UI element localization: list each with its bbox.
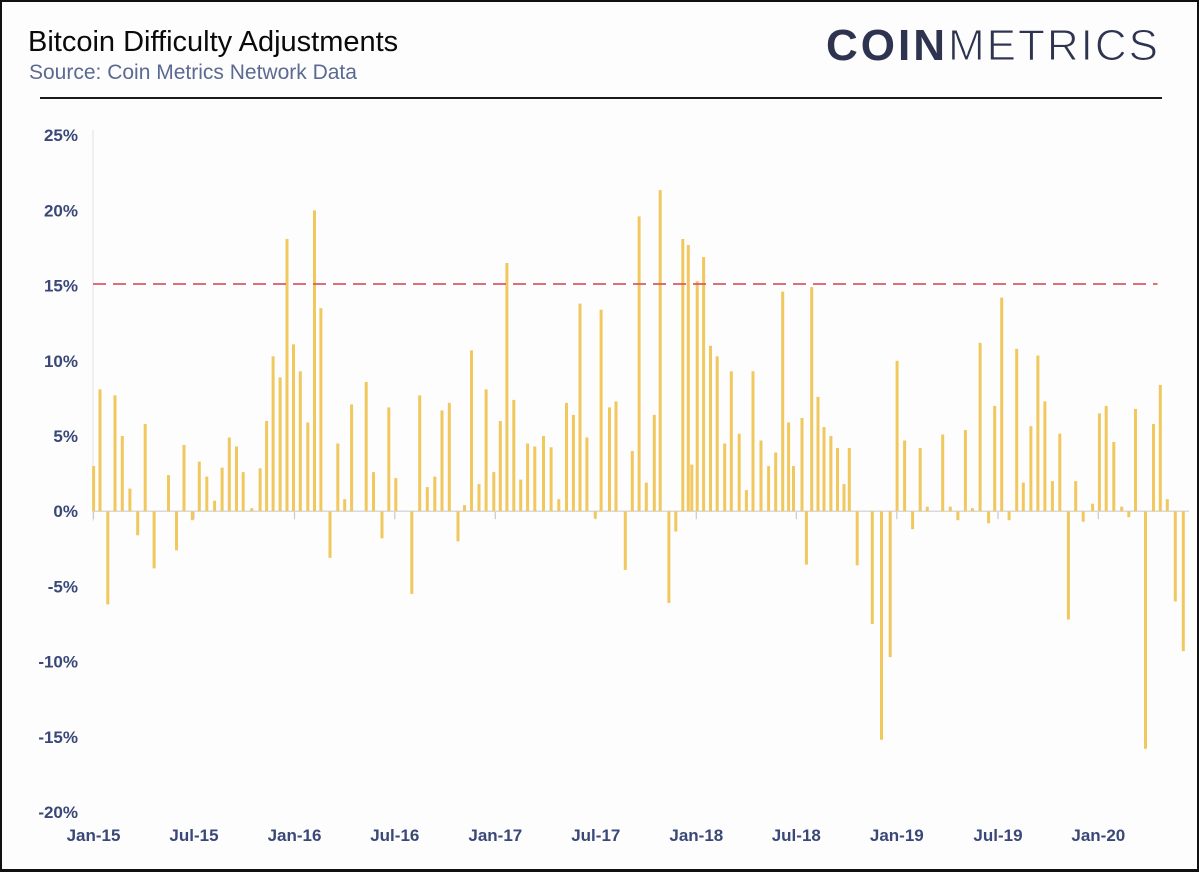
svg-text:5%: 5% xyxy=(53,427,78,446)
svg-text:-5%: -5% xyxy=(48,577,78,596)
svg-text:10%: 10% xyxy=(44,352,78,371)
svg-text:Jul-16: Jul-16 xyxy=(370,826,419,845)
svg-text:Jan-16: Jan-16 xyxy=(268,826,322,845)
svg-text:-10%: -10% xyxy=(38,653,78,672)
svg-text:25%: 25% xyxy=(44,126,78,145)
svg-text:15%: 15% xyxy=(44,277,78,296)
svg-text:Jan-19: Jan-19 xyxy=(870,826,924,845)
svg-text:Jul-17: Jul-17 xyxy=(571,826,620,845)
svg-text:Jan-20: Jan-20 xyxy=(1071,826,1125,845)
svg-text:Jan-17: Jan-17 xyxy=(468,826,522,845)
svg-text:-20%: -20% xyxy=(38,803,78,822)
svg-text:-15%: -15% xyxy=(38,728,78,747)
svg-text:Jul-18: Jul-18 xyxy=(772,826,821,845)
svg-text:Jul-19: Jul-19 xyxy=(973,826,1022,845)
svg-text:Jan-18: Jan-18 xyxy=(669,826,723,845)
svg-text:Jan-15: Jan-15 xyxy=(67,826,121,845)
svg-text:Jul-15: Jul-15 xyxy=(169,826,218,845)
svg-text:0%: 0% xyxy=(53,502,78,521)
svg-text:20%: 20% xyxy=(44,201,78,220)
